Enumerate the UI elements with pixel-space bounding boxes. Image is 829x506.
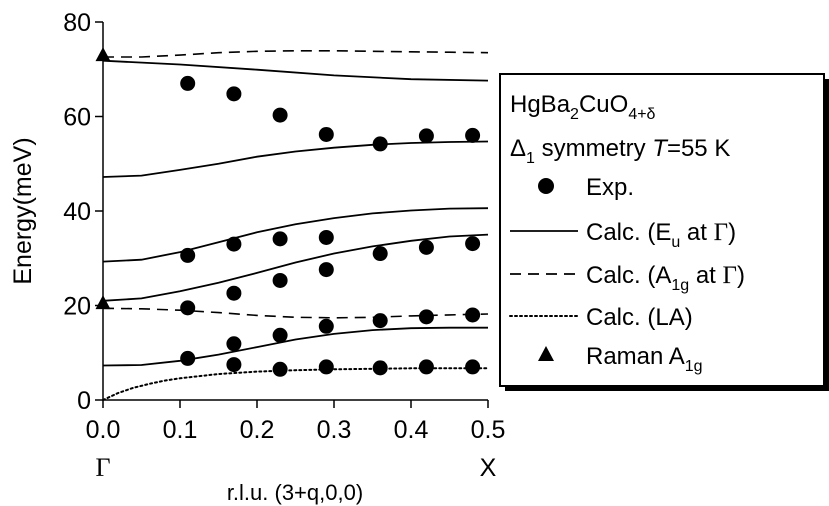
exp-data-point xyxy=(418,128,434,144)
dashed-curve-line xyxy=(102,307,489,319)
solid-curve-line xyxy=(102,207,489,263)
exp-data-point xyxy=(180,75,196,91)
legend-temperature-symbol: T xyxy=(652,135,669,162)
legend-compound: HgBa2CuO4+δ xyxy=(510,91,656,123)
x-tick-label: 0.3 xyxy=(317,416,352,444)
legend-text-part: Calc. (E xyxy=(586,219,671,246)
legend-text-part: Δ xyxy=(510,135,526,162)
x-tick-label: 0.5 xyxy=(471,416,506,444)
legend-symmetry: Δ1 symmetry T=55 K xyxy=(510,135,730,167)
data-markers xyxy=(95,47,481,377)
legend-text-part: HgBa xyxy=(510,91,571,118)
exp-data-point xyxy=(180,350,196,366)
exp-data-point xyxy=(418,309,434,325)
legend-gamma-symbol: Γ xyxy=(723,262,737,289)
y-tick-label: 80 xyxy=(63,9,91,37)
legend-label: Calc. (Eu at Γ) xyxy=(586,219,736,251)
x-tick-label: 0.0 xyxy=(86,416,121,444)
legend-exp-marker xyxy=(538,178,554,194)
legend-text-part: symmetry xyxy=(535,135,652,162)
x-symbol-label: Γ xyxy=(95,453,110,482)
solid-curve-line xyxy=(102,326,488,367)
legend-gamma-symbol: Γ xyxy=(714,219,728,246)
x-tick-label: 0.4 xyxy=(394,416,429,444)
exp-data-point xyxy=(226,336,242,352)
exp-data-point xyxy=(272,107,288,123)
exp-data-point xyxy=(272,272,288,288)
y-tick-label: 60 xyxy=(63,104,91,132)
legend-subscript: 1g xyxy=(685,358,703,375)
solid-curve-line xyxy=(102,233,489,302)
exp-data-point xyxy=(465,236,481,252)
axes: 0 20 40 60 80 0.0 0.1 0.2 0.3 0.4 0.5 Γ Xr.l.u. (3+q… xyxy=(9,9,505,505)
legend-text-part: Calc. (A xyxy=(586,262,671,289)
x-tick-label: 0.1 xyxy=(163,416,198,444)
legend: HgBa2CuO4+δ Δ1 symmetry T=55 K Exp. Calc. (… xyxy=(499,73,829,391)
legend-text-part: Raman A xyxy=(586,343,685,370)
dashed-curve-line xyxy=(103,50,489,58)
legend-label: Exp. xyxy=(586,174,634,201)
exp-data-point xyxy=(180,300,196,316)
legend-text-part: CuO xyxy=(579,91,628,118)
calculated-curves xyxy=(102,50,489,401)
legend-label: Calc. (A1g at Γ) xyxy=(586,262,745,294)
legend-raman-marker xyxy=(538,346,554,361)
y-tick-label: 0 xyxy=(77,387,91,415)
exp-data-point xyxy=(180,247,196,263)
legend-subscript: 2 xyxy=(570,106,579,123)
exp-data-point xyxy=(226,357,242,373)
exp-data-point xyxy=(318,262,334,278)
legend-subscript: 4+δ xyxy=(628,106,655,123)
exp-data-point xyxy=(372,313,388,329)
exp-data-point xyxy=(465,127,481,143)
legend-label: Raman A1g xyxy=(586,343,703,375)
dotted-curve-line xyxy=(102,367,489,401)
solid-curve-line xyxy=(102,140,489,178)
legend-text-part: =55 K xyxy=(667,135,730,162)
legend-box xyxy=(499,73,825,387)
exp-data-point xyxy=(418,239,434,255)
exp-data-point xyxy=(418,359,434,375)
exp-data-point xyxy=(226,236,242,252)
exp-data-point xyxy=(226,285,242,301)
exp-data-point xyxy=(272,231,288,247)
legend-subscript: 1 xyxy=(526,150,535,167)
exp-data-point xyxy=(465,359,481,375)
exp-data-point xyxy=(272,327,288,343)
legend-text-part: at xyxy=(689,262,722,289)
exp-data-point xyxy=(372,246,388,262)
legend-text-part: at xyxy=(680,219,713,246)
solid-curve-line xyxy=(102,59,489,82)
y-tick-label: 40 xyxy=(63,198,91,226)
y-axis-title: Energy(meV) xyxy=(9,137,37,284)
exp-data-point xyxy=(272,361,288,377)
legend-label: Calc. (LA) xyxy=(586,304,693,331)
x-axis-title: r.l.u. (3+q,0,0) xyxy=(227,480,363,505)
exp-data-point xyxy=(318,126,334,142)
exp-data-point xyxy=(318,359,334,375)
legend-text-part: ) xyxy=(737,262,745,289)
legend-text-part: ) xyxy=(728,219,736,246)
exp-data-point xyxy=(465,307,481,323)
exp-data-point xyxy=(226,86,242,102)
legend-subscript: 1g xyxy=(671,277,689,294)
exp-data-point xyxy=(318,229,334,245)
x-symbol-label: X xyxy=(480,454,497,482)
exp-data-point xyxy=(372,360,388,376)
x-tick-label: 0.2 xyxy=(240,416,275,444)
legend-subscript: u xyxy=(671,234,680,251)
exp-data-point xyxy=(318,318,334,334)
exp-data-point xyxy=(372,136,388,152)
y-tick-label: 20 xyxy=(63,293,91,321)
